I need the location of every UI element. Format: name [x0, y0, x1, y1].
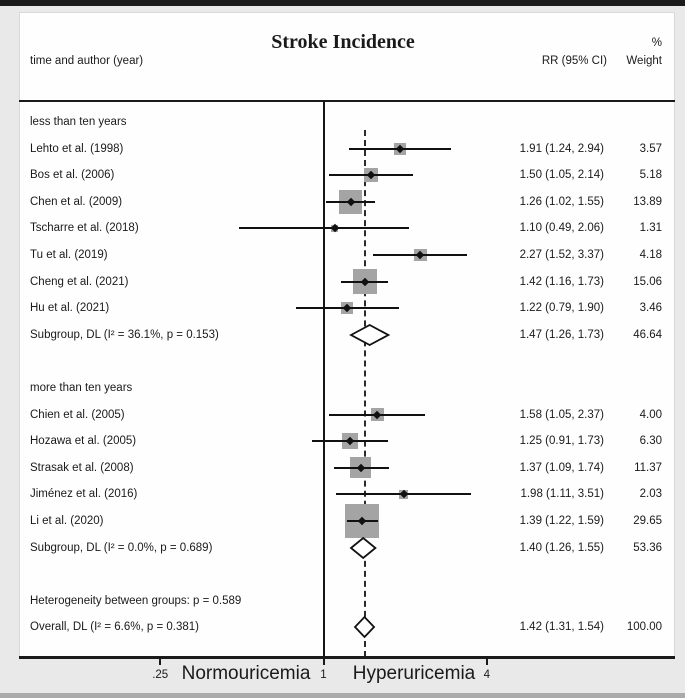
chart-title: Stroke Incidence	[271, 31, 415, 53]
study-label: Chien et al. (2005)	[30, 408, 125, 421]
study-weight-value: 3.46	[639, 302, 662, 315]
study-weight-value: 4.00	[639, 408, 662, 421]
x-axis-tick-label: 4	[483, 669, 490, 681]
x-axis-tick-label: 1	[320, 669, 327, 681]
study-label: Cheng et al. (2021)	[30, 275, 129, 288]
subgroup-label: Subgroup, DL (I² = 0.0%, p = 0.689)	[30, 541, 213, 554]
study-rr-value: 1.58 (1.05, 2.37)	[519, 408, 604, 421]
study-weight-value: 5.18	[639, 169, 662, 182]
header-rule	[19, 100, 675, 102]
study-rr-value: 1.50 (1.05, 2.14)	[519, 169, 604, 182]
study-label: Tu et al. (2019)	[30, 249, 108, 261]
axis-region-label-left: Normouricemia	[181, 663, 311, 684]
study-label: Chen et al. (2009)	[30, 195, 123, 208]
study-label: Strasak et al. (2008)	[30, 461, 134, 474]
overall-estimate-dashed-line	[364, 130, 366, 657]
x-axis-tick	[322, 658, 325, 665]
subgroup-rr-value: 1.40 (1.26, 1.55)	[519, 541, 604, 554]
x-axis-tick	[485, 658, 488, 665]
study-weight-value: 29.65	[633, 515, 662, 527]
study-weight-value: 13.89	[633, 195, 662, 208]
column-header-rr: RR (95% CI)	[541, 55, 607, 67]
bottom-edge-bar	[0, 693, 685, 698]
subgroup-diamond	[348, 323, 390, 346]
study-rr-value: 1.39 (1.22, 1.59)	[519, 515, 604, 527]
subgroup-diamond	[349, 536, 377, 559]
study-weight-value: 6.30	[639, 435, 662, 448]
study-label: Li et al. (2020)	[30, 515, 104, 527]
study-rr-value: 1.98 (1.11, 3.51)	[520, 488, 604, 501]
study-label: Jiménez et al. (2016)	[30, 488, 138, 501]
study-rr-value: 1.25 (0.91, 1.73)	[519, 435, 604, 448]
subgroup-weight-value: 53.36	[633, 541, 662, 554]
study-label: Hozawa et al. (2005)	[30, 435, 137, 448]
group-header-label: more than ten years	[30, 382, 133, 394]
subgroup-label: Subgroup, DL (I² = 36.1%, p = 0.153)	[30, 328, 219, 341]
subgroup-weight-value: 46.64	[633, 328, 662, 341]
study-rr-value: 2.27 (1.52, 3.37)	[519, 249, 604, 261]
study-label: Bos et al. (2006)	[30, 169, 115, 182]
study-weight-value: 11.37	[634, 461, 662, 474]
overall-label: Overall, DL (I² = 6.6%, p = 0.381)	[30, 621, 199, 634]
study-weight-value: 2.03	[639, 488, 662, 501]
study-weight-value: 3.57	[639, 142, 662, 155]
study-weight-value: 15.06	[633, 275, 662, 288]
study-ci-line	[239, 227, 409, 230]
study-rr-value: 1.10 (0.49, 2.06)	[519, 222, 604, 235]
heterogeneity-note: Heterogeneity between groups: p = 0.589	[30, 594, 242, 607]
study-label: Hu et al. (2021)	[30, 302, 110, 315]
study-rr-value: 1.91 (1.24, 2.94)	[519, 142, 604, 155]
x-axis-tick	[159, 658, 162, 665]
study-rr-value: 1.42 (1.16, 1.73)	[519, 275, 604, 288]
top-edge-bar	[0, 0, 685, 6]
study-weight-value: 4.18	[639, 249, 662, 261]
column-header-author: time and author (year)	[30, 55, 144, 67]
study-label: Tscharre et al. (2018)	[30, 222, 139, 235]
axis-region-label-right: Hyperuricemia	[352, 663, 476, 684]
overall-weight-value: 100.00	[626, 621, 662, 634]
study-rr-value: 1.37 (1.09, 1.74)	[519, 461, 604, 474]
study-rr-value: 1.26 (1.02, 1.55)	[519, 195, 604, 208]
x-axis-tick-label: .25	[152, 669, 169, 681]
group-header-label: less than ten years	[30, 116, 127, 128]
overall-rr-value: 1.42 (1.31, 1.54)	[519, 621, 604, 634]
x-axis-line	[19, 656, 675, 659]
null-effect-line	[322, 101, 325, 657]
overall-diamond	[354, 616, 376, 639]
column-header-weight: Weight	[626, 55, 662, 67]
study-label: Lehto et al. (1998)	[30, 142, 124, 155]
study-rr-value: 1.22 (0.79, 1.90)	[519, 302, 604, 315]
subgroup-rr-value: 1.47 (1.26, 1.73)	[519, 328, 604, 341]
percent-column-symbol: %	[651, 37, 662, 49]
plot-panel	[19, 12, 675, 658]
study-weight-value: 1.31	[639, 222, 662, 235]
